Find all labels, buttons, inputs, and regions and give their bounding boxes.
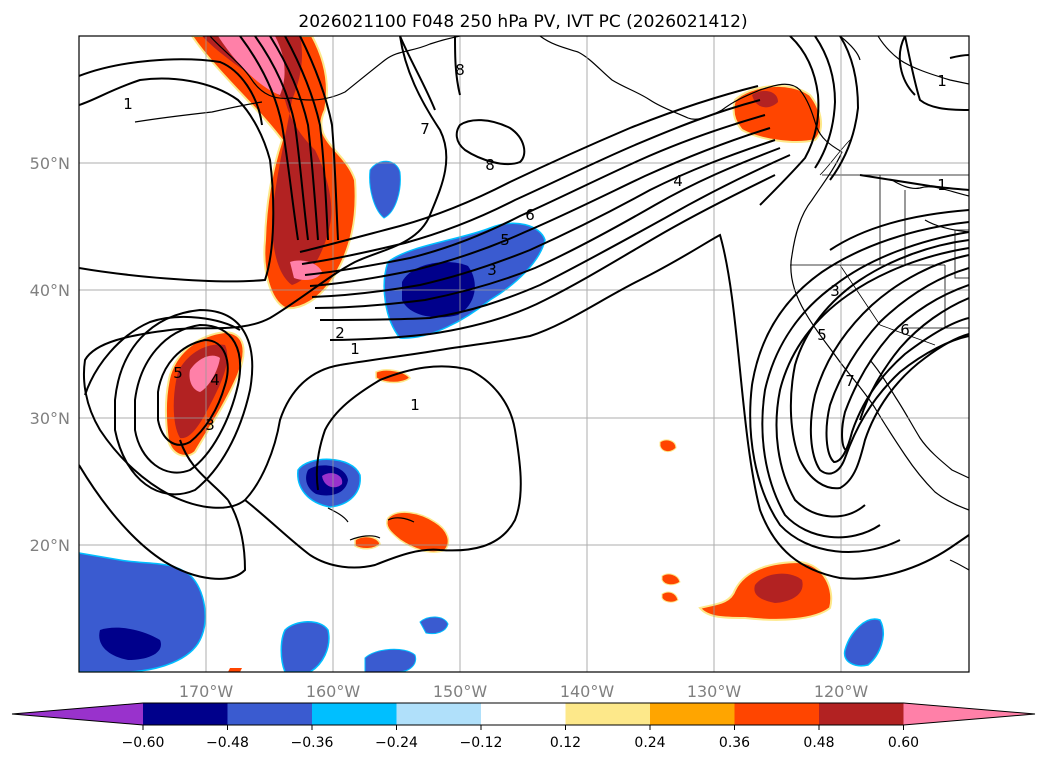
lat-label: 20°N: [30, 536, 70, 555]
colorbar-tick-label: −0.48: [206, 735, 249, 751]
lon-label: 140°W: [560, 682, 615, 701]
colorbar-tick-label: 0.36: [719, 735, 750, 751]
map-plot-area: 1 1 1 1 1 2 3 3 3 4 4 5 5 5 6 6 7 7 8 8: [79, 36, 969, 672]
contour-labels: 1 1 1 1 1 2 3 3 3 4 4 5 5 5 6 6 7 7 8 8: [123, 61, 947, 434]
contour-label: 5: [173, 364, 183, 382]
contour-label: 7: [845, 372, 855, 390]
colorbar-swatch: [312, 703, 397, 725]
contour-label: 6: [900, 321, 910, 339]
lat-label: 50°N: [30, 154, 70, 173]
colorbar-swatch: [650, 703, 735, 725]
longitude-labels: 170°W 160°W 150°W 140°W 130°W 120°W: [179, 682, 869, 701]
lat-label: 30°N: [30, 409, 70, 428]
colorbar-swatch: [227, 703, 313, 725]
colorbar: −0.60 −0.48 −0.36 −0.24 −0.12 0.12 0.24 0.36 0.4…: [11, 702, 1036, 751]
colorbar-swatch: [143, 703, 228, 725]
contour-label: 5: [817, 326, 827, 344]
contour-label: 8: [485, 156, 495, 174]
colorbar-tick-label: 0.60: [888, 735, 919, 751]
colorbar-extend-max: [903, 703, 1035, 725]
ivt-contours: [79, 36, 969, 580]
colorbar-tick-label: −0.12: [460, 735, 503, 751]
colorbar-tick-label: 0.12: [550, 735, 581, 751]
lat-label: 40°N: [30, 281, 70, 300]
contour-label: 1: [410, 396, 420, 414]
map-frame: [78, 35, 970, 673]
contour-label: 2: [335, 324, 345, 342]
colorbar-swatch: [819, 703, 904, 725]
colorbar-swatch: [565, 703, 651, 725]
lon-label: 120°W: [814, 682, 869, 701]
lon-label: 170°W: [179, 682, 234, 701]
lon-label: 160°W: [306, 682, 361, 701]
contour-label: 1: [937, 176, 947, 194]
contour-label: 4: [210, 371, 220, 389]
latitude-labels: 50°N 40°N 30°N 20°N: [30, 154, 70, 555]
contour-label: 3: [830, 282, 840, 300]
lon-label: 130°W: [687, 682, 742, 701]
contour-label: 3: [487, 261, 497, 279]
colorbar-swatch: [396, 703, 482, 725]
colorbar-tick-label: 0.24: [634, 735, 665, 751]
colorbar-swatch: [481, 703, 566, 725]
contour-label: 8: [455, 61, 465, 79]
contour-label: 7: [420, 120, 430, 138]
colorbar-tick-label: 0.48: [803, 735, 834, 751]
contour-label: 3: [205, 416, 215, 434]
colorbar-tick-label: −0.24: [375, 735, 418, 751]
colorbar-swatch: [734, 703, 820, 725]
colorbar-extend-min: [12, 703, 143, 725]
colorbar-tick-label: −0.60: [122, 735, 165, 751]
pv-negative-anomalies: [79, 160, 884, 672]
contour-label: 4: [673, 172, 683, 190]
colorbar-tick-label: −0.36: [291, 735, 334, 751]
contour-label: 1: [350, 340, 360, 358]
contour-label: 6: [525, 206, 535, 224]
contour-label: 5: [500, 231, 510, 249]
contour-label: 1: [937, 72, 947, 90]
lon-label: 150°W: [433, 682, 488, 701]
map-title: 2026021100 F048 250 hPa PV, IVT PC (2026…: [298, 12, 747, 32]
contour-label: 1: [123, 95, 133, 113]
